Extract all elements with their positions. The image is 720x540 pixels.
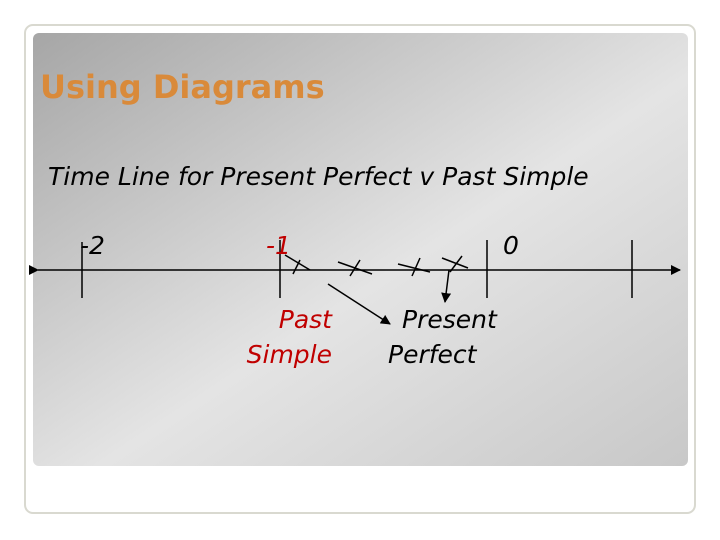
heading: Time Line for Present Perfect v Past Sim… bbox=[48, 162, 589, 191]
cross bbox=[284, 254, 311, 275]
timeline-label: 0 bbox=[503, 231, 519, 260]
annotation: Simple bbox=[247, 340, 332, 369]
timeline-label: -1 bbox=[266, 231, 291, 260]
cross bbox=[441, 255, 469, 273]
timeline-label: -2 bbox=[80, 231, 105, 260]
annotation: Past bbox=[279, 305, 333, 334]
annotation: Present bbox=[402, 305, 498, 334]
panel bbox=[33, 33, 688, 466]
annotation: Perfect bbox=[388, 340, 478, 369]
arrow bbox=[327, 283, 391, 325]
cross bbox=[397, 257, 431, 277]
arrow bbox=[441, 269, 452, 303]
title: Using Diagrams bbox=[40, 68, 325, 106]
timeline bbox=[29, 240, 681, 325]
cross bbox=[337, 259, 373, 277]
